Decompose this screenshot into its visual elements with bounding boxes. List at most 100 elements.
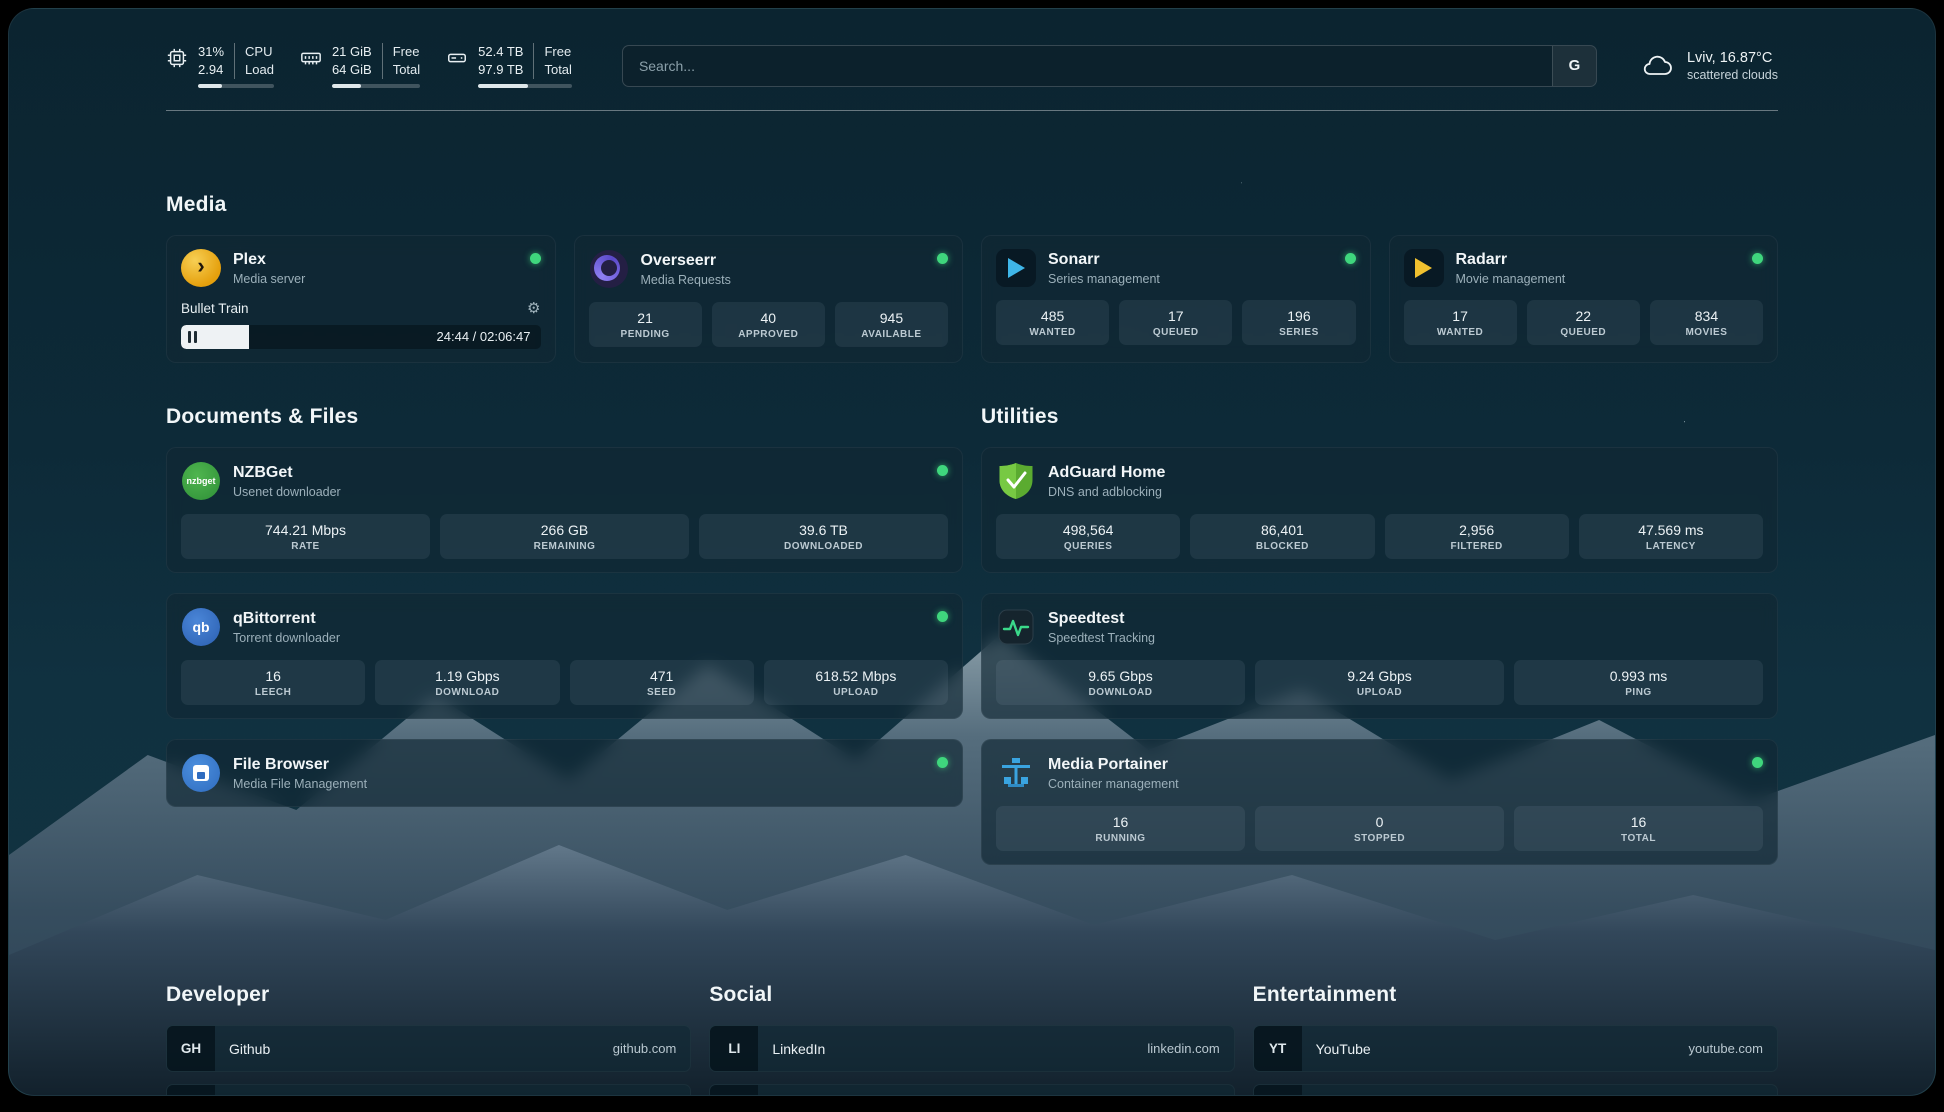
status-dot xyxy=(937,757,948,768)
speedtest-icon xyxy=(996,607,1036,647)
disk-total-value: 97.9 TB xyxy=(478,62,524,77)
stat-stopped: 0 STOPPED xyxy=(1255,806,1504,851)
app-card-adguard[interactable]: AdGuard Home DNS and adblocking 498,564 Q… xyxy=(981,447,1778,573)
bookmark-linkedin[interactable]: LI LinkedIn linkedin.com xyxy=(709,1025,1235,1072)
app-subtitle: Container management xyxy=(1048,777,1179,791)
settings-gear-icon[interactable]: ⚙ xyxy=(527,300,541,317)
app-card-speedtest[interactable]: Speedtest Speedtest Tracking 9.65 Gbps DO… xyxy=(981,593,1778,719)
app-subtitle: Media File Management xyxy=(233,777,368,791)
bookmark-name: Github xyxy=(229,1040,271,1057)
qbittorrent-icon: qb xyxy=(182,608,220,646)
stat-rate: 744.21 Mbps RATE xyxy=(181,514,430,559)
cpu-monitor: 31% 2.94 CPU Load xyxy=(166,43,274,88)
weather-location: Lviv, 16.87°C xyxy=(1686,50,1773,66)
bookmark-abbr: SO xyxy=(167,1085,215,1095)
cpu-load-label: Load xyxy=(245,62,274,77)
app-name: Sonarr xyxy=(1048,251,1100,268)
app-card-overseerr[interactable]: Overseerr Media Requests 21 PENDING 40 APP… xyxy=(573,235,963,363)
dashboard-app: 31% 2.94 CPU Load xyxy=(8,8,1936,1096)
cpu-icon xyxy=(167,48,187,68)
now-playing-title: Bullet Train xyxy=(181,300,249,316)
bookmark-group-developer: Developer GH Github github.com SO StackO… xyxy=(166,983,692,1095)
app-card-nzbget[interactable]: nzbget NZBGet Usenet downloader 744.21 M… xyxy=(166,447,963,573)
bookmark-name: YouTube xyxy=(1315,1040,1371,1057)
app-card-radarr[interactable]: Radarr Movie management 17 WANTED 22 QUEUE… xyxy=(1388,235,1778,363)
stat-downloaded: 39.6 TB DOWNLOADED xyxy=(699,514,948,559)
cpu-percent: 31% xyxy=(198,44,225,59)
disk-icon xyxy=(448,53,467,63)
app-name: Media Portainer xyxy=(1048,756,1169,773)
bookmark-url: youtube.com xyxy=(1688,1041,1763,1056)
resource-monitors: 31% 2.94 CPU Load xyxy=(166,43,572,88)
bookmark-group-entertainment: Entertainment YT YouTube youtube.com NF … xyxy=(1252,983,1778,1095)
stat-blocked: 86,401 BLOCKED xyxy=(1190,514,1375,559)
app-name: File Browser xyxy=(233,756,330,773)
bookmark-twitter[interactable]: TW Twitter twitter.com xyxy=(709,1084,1235,1095)
memory-free-value: 21 GiB xyxy=(331,44,372,59)
documents-section-title: Documents & Files xyxy=(166,405,359,428)
plex-icon: › xyxy=(181,249,221,287)
bookmark-stackoverflow[interactable]: SO StackOverflow stackoverflow.com xyxy=(166,1084,692,1095)
cpu-load-value: 2.94 xyxy=(198,62,224,77)
search-bar: G xyxy=(621,44,1597,87)
portainer-icon xyxy=(996,753,1036,793)
stat-queries: 498,564 QUERIES xyxy=(996,514,1181,559)
stat-remaining: 266 GB REMAINING xyxy=(440,514,689,559)
disk-free-label: Free xyxy=(544,44,572,59)
app-name: Overseerr xyxy=(640,252,717,269)
stat-wanted: 17 WANTED xyxy=(1403,300,1517,345)
status-dot xyxy=(529,253,541,264)
app-card-portainer[interactable]: Media Portainer Container management 16 R… xyxy=(981,739,1778,865)
weather-widget[interactable]: Lviv, 16.87°C scattered clouds xyxy=(1641,49,1778,82)
bookmark-abbr: TW xyxy=(710,1085,759,1095)
stat-wanted: 485 WANTED xyxy=(996,300,1110,345)
bookmark-github[interactable]: GH Github github.com xyxy=(166,1025,692,1072)
app-name: NZBGet xyxy=(233,464,293,481)
cpu-label: CPU xyxy=(245,44,273,59)
bookmark-name: LinkedIn xyxy=(772,1040,826,1057)
status-dot xyxy=(1752,253,1763,264)
developer-group-title: Developer xyxy=(166,983,270,1006)
bookmark-netflix[interactable]: NF Netflix netflix.com xyxy=(1252,1084,1778,1095)
app-subtitle: Usenet downloader xyxy=(233,485,341,499)
search-provider-button[interactable]: G xyxy=(1551,45,1596,86)
playback-progress-bar[interactable]: 24:44 / 02:06:47 xyxy=(181,325,541,349)
app-name: Radarr xyxy=(1455,251,1508,268)
status-dot xyxy=(1752,757,1763,768)
bookmark-abbr: LI xyxy=(710,1026,759,1071)
bookmark-abbr: GH xyxy=(167,1026,215,1071)
disk-progress-bar xyxy=(478,84,572,88)
bookmark-url: github.com xyxy=(612,1041,677,1056)
stat-seed: 471 SEED xyxy=(569,660,754,705)
app-card-plex[interactable]: › Plex Media server Bullet Train ⚙ xyxy=(166,235,556,363)
adguard-icon xyxy=(996,461,1036,501)
app-subtitle: Movie management xyxy=(1455,272,1566,286)
status-dot xyxy=(937,611,948,622)
weather-condition: scattered clouds xyxy=(1686,68,1778,82)
stat-movies: 834 MOVIES xyxy=(1649,300,1764,345)
bookmark-abbr: NF xyxy=(1253,1085,1302,1095)
pause-icon[interactable] xyxy=(188,331,197,343)
stat-total: 16 TOTAL xyxy=(1514,806,1763,851)
app-card-filebrowser[interactable]: File Browser Media File Management xyxy=(166,739,963,807)
memory-progress-bar xyxy=(331,84,421,88)
bookmark-group-social: Social LI LinkedIn linkedin.com TW Twitt… xyxy=(709,983,1235,1095)
sonarr-icon xyxy=(996,249,1036,287)
app-name: AdGuard Home xyxy=(1048,464,1166,481)
bookmark-url: linkedin.com xyxy=(1147,1041,1220,1056)
radarr-icon xyxy=(1403,249,1444,287)
stat-queued: 17 QUEUED xyxy=(1119,300,1233,345)
app-card-sonarr[interactable]: Sonarr Series management 485 WANTED 17 QUE… xyxy=(981,235,1371,363)
stat-approved: 40 APPROVED xyxy=(711,302,825,347)
memory-total-value: 64 GiB xyxy=(331,62,372,77)
app-name: qBittorrent xyxy=(233,610,316,627)
disk-free-value: 52.4 TB xyxy=(478,44,524,59)
stat-leech: 16 LEECH xyxy=(181,660,366,705)
disk-total-label: Total xyxy=(544,62,572,77)
bookmark-youtube[interactable]: YT YouTube youtube.com xyxy=(1252,1025,1778,1072)
app-card-qbittorrent[interactable]: qb qBittorrent Torrent downloader 16 LEEC… xyxy=(166,593,963,719)
status-dot xyxy=(937,253,948,264)
search-input[interactable] xyxy=(622,45,1552,86)
section-utilities: Utilities AdGuard Home DNS and xyxy=(981,405,1778,865)
memory-total-label: Total xyxy=(392,62,421,77)
